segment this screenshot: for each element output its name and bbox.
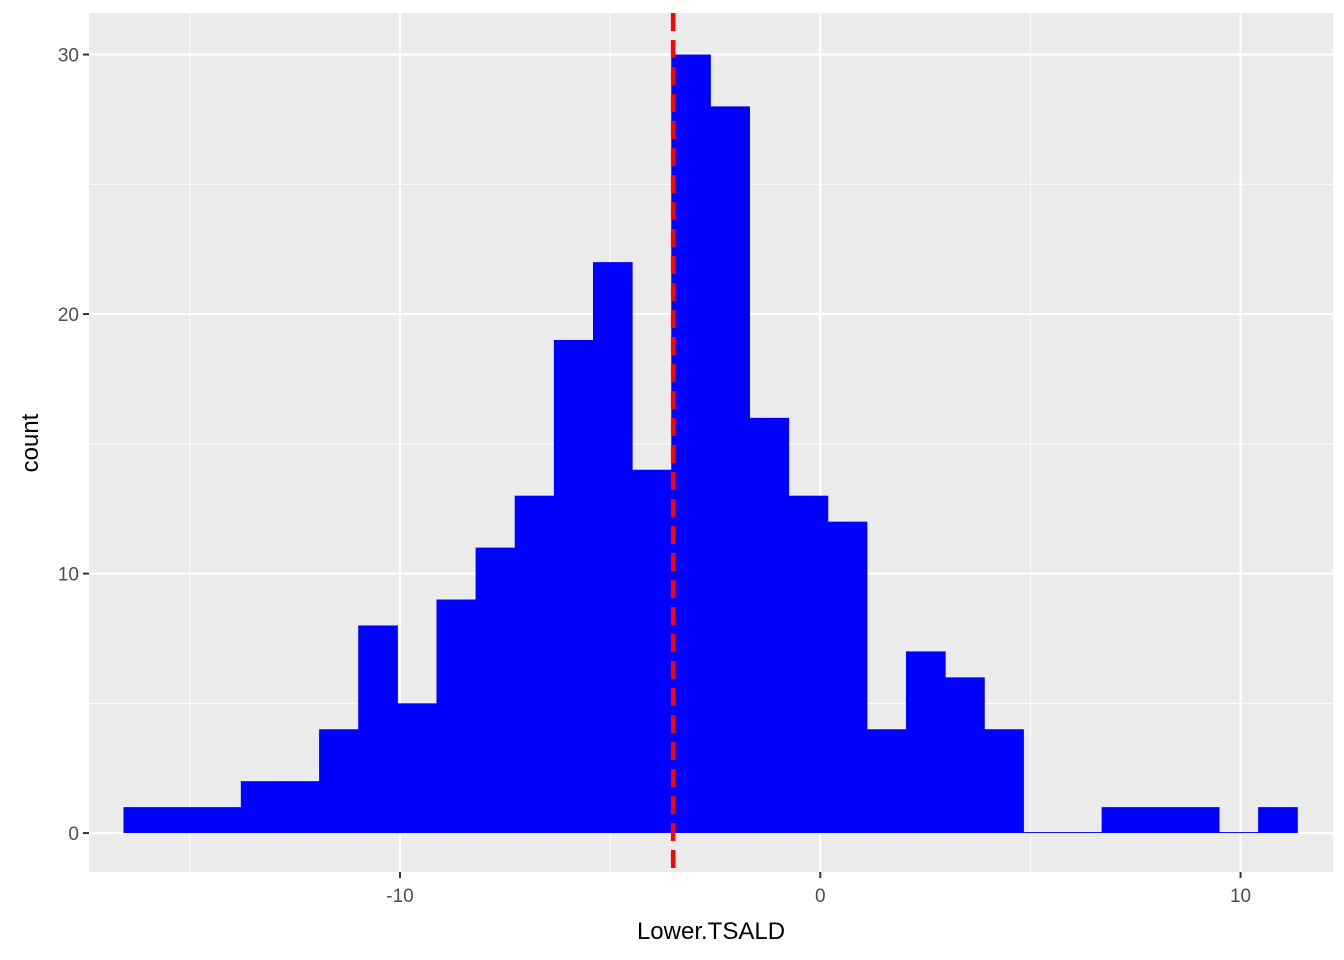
histogram-bar bbox=[240, 781, 281, 834]
histogram-bar bbox=[632, 469, 672, 834]
histogram-bar bbox=[358, 625, 398, 834]
histogram-bar bbox=[279, 781, 320, 834]
histogram-bar bbox=[866, 729, 907, 834]
y-tick-label: 0 bbox=[68, 824, 79, 845]
x-axis-ticks: -10 0 10 bbox=[386, 872, 1251, 907]
x-tick-label: 0 bbox=[815, 886, 826, 907]
histogram-bars bbox=[123, 54, 1298, 834]
y-axis-ticks: 0 10 20 30 bbox=[58, 46, 89, 845]
histogram-bar bbox=[788, 495, 829, 834]
y-axis-title: count bbox=[17, 413, 44, 472]
histogram-bar bbox=[514, 495, 555, 834]
histogram-bar bbox=[827, 521, 868, 834]
histogram-bar bbox=[319, 729, 359, 834]
histogram-bar bbox=[1179, 807, 1220, 834]
histogram-bar bbox=[1258, 807, 1298, 834]
histogram-bar bbox=[553, 339, 594, 834]
histogram-bar bbox=[436, 599, 477, 834]
histogram-bar bbox=[123, 807, 164, 834]
y-tick-label: 20 bbox=[58, 305, 79, 326]
histogram-bar bbox=[906, 651, 946, 834]
histogram-bar bbox=[671, 54, 711, 834]
histogram-bar bbox=[1140, 807, 1181, 834]
histogram-bar bbox=[984, 729, 1024, 834]
histogram-bar bbox=[592, 262, 633, 834]
histogram-bar bbox=[710, 106, 750, 834]
histogram-bar bbox=[945, 677, 985, 834]
histogram-bar bbox=[475, 547, 516, 834]
x-tick-label: 10 bbox=[1230, 886, 1251, 907]
histogram-bar bbox=[162, 807, 203, 834]
histogram-bar bbox=[201, 807, 242, 834]
y-tick-label: 30 bbox=[58, 46, 79, 67]
y-tick-label: 10 bbox=[58, 565, 79, 586]
histogram-bar bbox=[1023, 832, 1064, 834]
histogram-bar bbox=[1219, 832, 1259, 834]
histogram-bar bbox=[397, 703, 437, 834]
x-tick-label: -10 bbox=[386, 886, 413, 907]
histogram-bar bbox=[1101, 807, 1142, 834]
x-axis-title: Lower.TSALD bbox=[637, 918, 785, 945]
histogram-bar bbox=[749, 417, 790, 834]
histogram-bar bbox=[1062, 832, 1103, 834]
